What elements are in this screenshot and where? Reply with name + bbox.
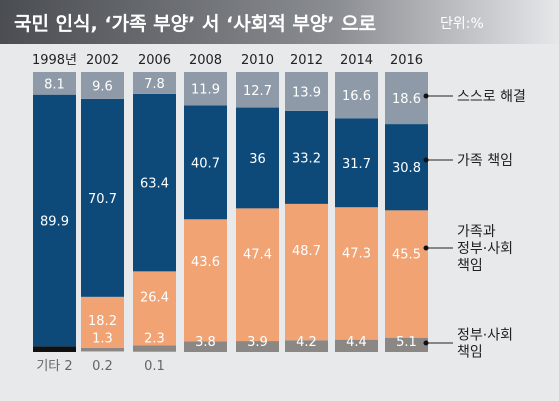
data-label-both: 18.2 — [88, 314, 117, 329]
bar-segment-family — [285, 110, 328, 204]
legend-label-self: 스스로 해결 — [457, 89, 526, 105]
legend-label-both: 정부·사회 — [457, 241, 513, 257]
data-label-gov: 4.2 — [296, 335, 317, 350]
bar-segment-family — [385, 124, 428, 211]
data-label-self: 13.9 — [292, 85, 321, 100]
data-label-gov: 5.1 — [396, 335, 417, 350]
chart-title: 국민 인식, ‘가족 부양’ 서 ‘사회적 부양’ 으로 — [14, 13, 377, 35]
data-label-self: 16.6 — [342, 89, 371, 104]
data-label-both: 47.3 — [342, 246, 371, 261]
year-label: 2010 — [241, 53, 274, 68]
data-label-both: 47.4 — [243, 247, 272, 262]
bar-segment-self — [236, 72, 279, 108]
data-label-family: 31.7 — [342, 157, 371, 172]
bar-segment-family — [236, 107, 279, 209]
data-label-self: 11.9 — [191, 83, 220, 98]
bar-segment-both — [81, 296, 124, 348]
legend-label-family: 가족 책임 — [457, 153, 513, 169]
data-label-self: 9.6 — [92, 79, 113, 94]
data-label-gov: 2.3 — [144, 332, 165, 347]
bar-segment-gov — [335, 339, 378, 352]
bar-segment-both — [385, 210, 428, 338]
year-label: 2016 — [390, 53, 423, 68]
data-label-self: 12.7 — [243, 84, 272, 99]
other-value-label: 0.2 — [92, 359, 113, 374]
bar-segment-both — [335, 207, 378, 340]
data-label-both: 26.4 — [140, 290, 169, 305]
data-label-family: 36 — [249, 152, 266, 167]
other-value-label: 0.1 — [144, 359, 165, 374]
bar-segment-gov — [184, 341, 227, 352]
bar-segment-self — [335, 72, 378, 119]
bar-segment-gov — [236, 341, 279, 352]
bar-segment-self — [385, 72, 428, 125]
legend-label-both: 책임 — [457, 258, 483, 274]
data-label-gov: 3.8 — [195, 335, 216, 350]
data-label-both: 48.7 — [292, 244, 321, 259]
year-label: 2014 — [340, 53, 373, 68]
data-label-family: 70.7 — [88, 192, 117, 207]
bar-segment-self — [81, 72, 124, 99]
data-label-gov: 4.4 — [346, 335, 367, 350]
bar-segment-family — [133, 93, 176, 272]
year-label: 2008 — [189, 53, 222, 68]
legend-label-both: 가족과 — [457, 224, 496, 240]
title-bar: 국민 인식, ‘가족 부양’ 서 ‘사회적 부양’ 으로 단위:% — [0, 0, 559, 44]
year-label: 2002 — [86, 53, 119, 68]
bar-segment-gov — [385, 337, 428, 352]
bar-segment-self — [133, 72, 176, 94]
bar-segment-self — [33, 72, 76, 95]
bar-segment-both — [184, 219, 227, 342]
data-label-family: 63.4 — [140, 177, 169, 192]
data-label-both: 45.5 — [392, 248, 421, 263]
data-label-both: 43.6 — [191, 255, 220, 270]
data-label-self: 18.6 — [392, 92, 421, 107]
data-label-gov: 3.9 — [247, 335, 268, 350]
bar-segment-family — [33, 94, 76, 347]
bar-segment-family — [81, 98, 124, 297]
data-label-self: 8.1 — [44, 77, 65, 92]
bar-segment-gov — [285, 340, 328, 352]
legend-label-gov: 정부·사회 — [457, 328, 513, 344]
other-value-label: 기타 2 — [36, 359, 72, 374]
legend-dot — [423, 93, 429, 99]
data-label-family: 40.7 — [191, 156, 220, 171]
bar-segment-self — [184, 72, 227, 106]
data-label-family: 33.2 — [292, 151, 321, 166]
data-label-gov: 1.3 — [92, 331, 113, 346]
bar-segment-gov — [81, 347, 124, 352]
legend-dot — [423, 340, 429, 346]
year-label: 2012 — [290, 53, 323, 68]
bar-segment-self — [285, 72, 328, 111]
data-label-family: 30.8 — [392, 161, 421, 176]
legend-label-gov: 책임 — [457, 345, 483, 361]
bar-segment-both — [133, 271, 176, 346]
bar-segment-both — [285, 203, 328, 341]
unit-label: 단위:% — [440, 16, 484, 32]
year-label: 2006 — [138, 53, 171, 68]
legend-dot — [423, 157, 429, 163]
data-label-family: 89.9 — [40, 215, 69, 230]
bar-segment-other — [33, 346, 76, 352]
bar-segment-family — [335, 118, 378, 208]
data-label-self: 7.8 — [144, 77, 165, 92]
year-label: 1998년 — [32, 53, 77, 68]
bar-segment-both — [236, 208, 279, 342]
bar-segment-gov — [133, 345, 176, 352]
legend-dot — [423, 245, 429, 251]
bar-segment-family — [184, 105, 227, 220]
